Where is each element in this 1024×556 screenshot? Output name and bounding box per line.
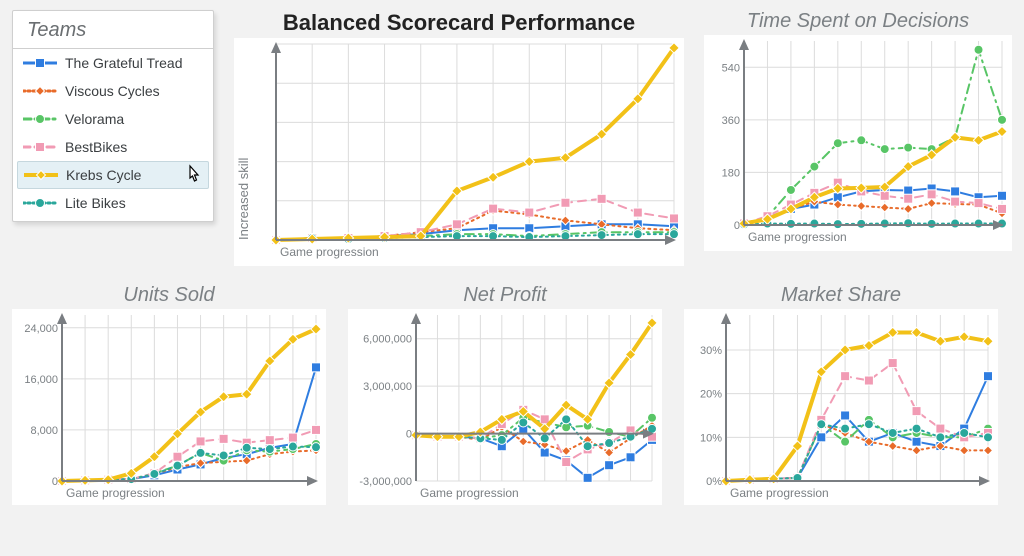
chart-balanced-scorecard: Balanced Scorecard Performance Game prog… bbox=[234, 10, 684, 266]
svg-text:0: 0 bbox=[734, 220, 740, 232]
legend-row-lite-bikes[interactable]: Lite Bikes bbox=[13, 189, 213, 217]
chart-market-share: Market Share 0% 10% 20% 30% Game progression bbox=[684, 284, 998, 505]
svg-text:Increased skill: Increased skill bbox=[236, 158, 251, 240]
svg-text:10%: 10% bbox=[700, 432, 722, 444]
chart-net-profit: Net Profit -3,000,000 0 3,000,000 6,000,000… bbox=[348, 284, 662, 505]
plot-bsp: Game progression Increased skill bbox=[234, 38, 684, 266]
plot-np: -3,000,000 0 3,000,000 6,000,000 Game progre… bbox=[348, 309, 662, 505]
svg-text:0: 0 bbox=[52, 476, 58, 488]
teams-legend: Teams The Grateful Tread Viscous Cycles Ve… bbox=[12, 10, 214, 222]
legend-label: Lite Bikes bbox=[65, 195, 205, 211]
legend-row-krebs-cycle[interactable]: Krebs Cycle bbox=[17, 161, 209, 189]
legend-row-viscous-cycles[interactable]: Viscous Cycles bbox=[13, 77, 213, 105]
svg-text:Game progression: Game progression bbox=[66, 486, 165, 500]
chart-title-tsd: Time Spent on Decisions bbox=[704, 10, 1012, 33]
legend-title: Teams bbox=[13, 17, 213, 49]
svg-text:Game progression: Game progression bbox=[280, 245, 379, 259]
legend-swatch bbox=[23, 83, 57, 99]
chart-title-np: Net Profit bbox=[348, 284, 662, 307]
chart-title-ms: Market Share bbox=[684, 284, 998, 307]
plot-tsd: 0 180 360 540 Game progression bbox=[704, 35, 1012, 251]
svg-text:16,000: 16,000 bbox=[24, 374, 58, 386]
legend-swatch bbox=[23, 55, 57, 71]
chart-title-units: Units Sold bbox=[12, 284, 326, 307]
svg-text:540: 540 bbox=[722, 62, 740, 74]
svg-text:-3,000,000: -3,000,000 bbox=[359, 476, 412, 488]
legend-label: Viscous Cycles bbox=[65, 83, 205, 99]
svg-text:6,000,000: 6,000,000 bbox=[363, 334, 412, 346]
legend-label: The Grateful Tread bbox=[65, 55, 205, 71]
svg-text:0: 0 bbox=[406, 429, 412, 441]
legend-swatch bbox=[23, 195, 57, 211]
chart-units-sold: Units Sold 0 8,000 16,000 24,000 Game progre… bbox=[12, 284, 326, 505]
legend-row-bestbikes[interactable]: BestBikes bbox=[13, 133, 213, 161]
svg-text:Game progression: Game progression bbox=[730, 486, 829, 500]
svg-text:30%: 30% bbox=[700, 345, 722, 357]
plot-units: 0 8,000 16,000 24,000 Game progression bbox=[12, 309, 326, 505]
svg-text:Game progression: Game progression bbox=[748, 230, 847, 244]
svg-text:180: 180 bbox=[722, 167, 740, 179]
legend-label: Velorama bbox=[65, 111, 205, 127]
pointer-cursor-icon bbox=[184, 164, 202, 186]
chart-title-bsp: Balanced Scorecard Performance bbox=[234, 10, 684, 36]
plot-ms: 0% 10% 20% 30% Game progression bbox=[684, 309, 998, 505]
chart-time-spent: Time Spent on Decisions 0 180 360 540 Game p… bbox=[704, 10, 1012, 251]
legend-label: BestBikes bbox=[65, 139, 205, 155]
svg-text:24,000: 24,000 bbox=[24, 323, 58, 335]
svg-text:20%: 20% bbox=[700, 389, 722, 401]
svg-text:8,000: 8,000 bbox=[30, 425, 58, 437]
legend-swatch bbox=[23, 139, 57, 155]
svg-text:0%: 0% bbox=[706, 476, 722, 488]
legend-row-the-grateful-tread[interactable]: The Grateful Tread bbox=[13, 49, 213, 77]
svg-text:Game progression: Game progression bbox=[420, 486, 519, 500]
svg-text:3,000,000: 3,000,000 bbox=[363, 381, 412, 393]
legend-swatch bbox=[23, 111, 57, 127]
legend-swatch bbox=[24, 167, 58, 183]
legend-row-velorama[interactable]: Velorama bbox=[13, 105, 213, 133]
svg-text:360: 360 bbox=[722, 115, 740, 127]
